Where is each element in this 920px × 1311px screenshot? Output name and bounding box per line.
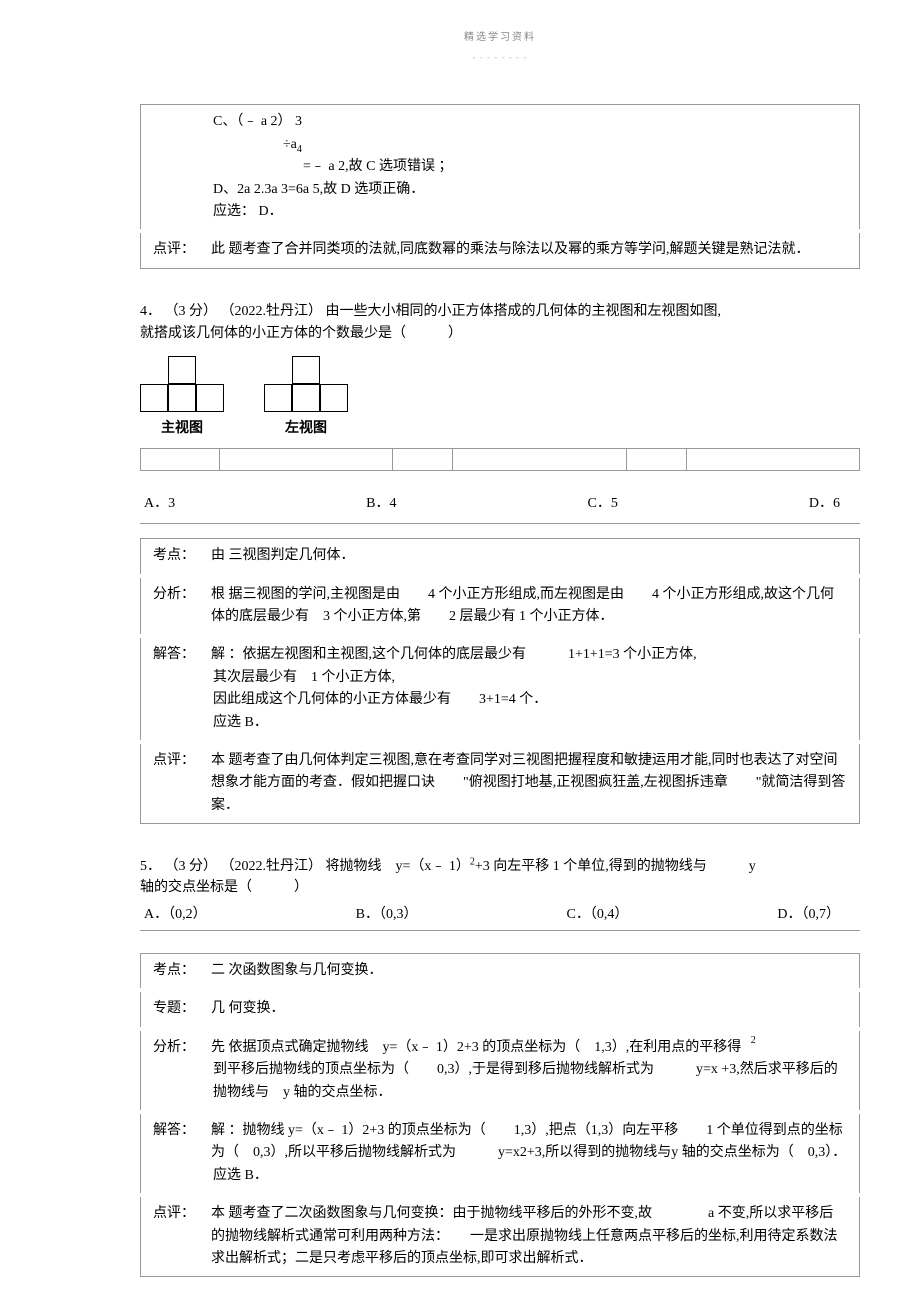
q3-d: D、2a 2.3a 3=6a 5,故 D 选项正确．	[153, 179, 847, 201]
q3-c-line2: ÷a4	[153, 134, 847, 156]
q4-sol2: 其次层最少有 1 个小正方体,	[153, 667, 847, 689]
q4-front-view: 主视图	[140, 356, 224, 440]
q3-answer: 应选： D．	[153, 201, 847, 223]
q5-num: 5．	[140, 859, 161, 874]
q5-stem: 5． （3 分） （2022.牡丹江） 将抛物线 y=（x﹣ 1）2+3 向左平…	[140, 856, 860, 877]
q4-choice-a: A．3	[144, 493, 175, 515]
q4-cm-box: 点评： 本 题考查了由几何体判定三视图,意在考查同学对三视图把握程度和敏捷运用才…	[140, 744, 860, 824]
q5-sp-box: 专题： 几 何变换．	[140, 992, 860, 1026]
q4-choice-b: B．4	[366, 493, 396, 515]
q4-kp: 由 三视图判定几何体．	[211, 545, 847, 567]
q4-score: （3 分）	[165, 304, 218, 319]
q5-stem1b: +3 向左平移 1 个单位,得到的抛物线与 y	[475, 859, 756, 874]
q4-source: （2022.牡丹江）	[221, 304, 323, 319]
q4-sol4: 应选 B．	[153, 712, 847, 734]
q5-kp: 二 次函数图象与几何变换．	[211, 960, 847, 982]
q3-c-line1: C、（﹣ a 2） 3	[153, 111, 847, 133]
q5-sol4: 应选 B．	[153, 1165, 847, 1187]
q5-cm-label: 点评：	[153, 1203, 211, 1225]
q4-divider	[140, 523, 860, 524]
q5-stem1: 将抛物线 y=（x﹣ 1）	[326, 859, 470, 874]
q3-c-sub: 4	[297, 144, 302, 155]
q4-sol-label: 解答：	[153, 644, 211, 666]
page-header-dash: - - - - - - - -	[140, 50, 860, 64]
q4-sol-box: 解答： 解 ：依据左视图和主视图,这个几何体的底层最少有 1+1+1=3 个小正…	[140, 638, 860, 740]
q4-cm-label: 点评：	[153, 750, 211, 772]
q5-sol1: 解 ：抛物线 y=（x﹣ 1）2+3 的顶点坐标为（ 1,3）,把点（1,3）向…	[211, 1120, 847, 1165]
q5-choice-a: A．（0,2）	[144, 904, 207, 926]
q5-source: （2022.牡丹江）	[221, 859, 323, 874]
q5-sol-label: 解答：	[153, 1120, 211, 1142]
q5-an-label: 分析：	[153, 1037, 211, 1059]
q4-front-label: 主视图	[161, 418, 203, 440]
q5-an1-text: 先 依据顶点式确定抛物线 y=（x﹣ 1）2+3 的顶点坐标为（ 1,3）,在利…	[211, 1040, 741, 1055]
q4-choice-c: C．5	[588, 493, 618, 515]
q4-cm: 本 题考查了由几何体判定三视图,意在考查同学对三视图把握程度和敏捷运用才能,同时…	[211, 750, 847, 817]
q5-an1-sup: 2	[751, 1035, 756, 1046]
q4-an-label: 分析：	[153, 584, 211, 606]
q4-stem: 4． （3 分） （2022.牡丹江） 由一些大小相同的小正方体搭成的几何体的主…	[140, 301, 860, 323]
q5-choice-b: B．（0,3）	[356, 904, 418, 926]
q5-choices: A．（0,2） B．（0,3） C．（0,4） D．（0,7）	[140, 900, 860, 931]
q5-stem2: 轴的交点坐标是（ ）	[140, 877, 860, 899]
q4-sol3: 因此组成这个几何体的小正方体最少有 3+1=4 个．	[153, 689, 847, 711]
q5-choice-c: C．（0,4）	[567, 904, 629, 926]
q3-comment: 此 题考查了合并同类项的法就,同底数幂的乘法与除法以及幂的乘方等学问,解题关键是…	[211, 239, 847, 261]
q4-views: 主视图 左视图	[140, 356, 860, 440]
q4-choice-d: D．6	[809, 493, 840, 515]
q5-sp: 几 何变换．	[211, 998, 847, 1020]
q3-solution-box: C、（﹣ a 2） 3 ÷a4 =﹣ a 2,故 C 选项错误 ； D、2a 2…	[140, 104, 860, 229]
q3-comment-label: 点评：	[153, 239, 211, 261]
q5-sp-label: 专题：	[153, 998, 211, 1020]
q4-left-label: 左视图	[285, 418, 327, 440]
q5-cm: 本 题考查了二次函数图象与几何变换：由于抛物线平移后的外形不变,故 a 不变,所…	[211, 1203, 847, 1270]
q4-an-box: 分析： 根 据三视图的学问,主视图是由 4 个小正方形组成,而左视图是由 4 个…	[140, 578, 860, 635]
q5-score: （3 分）	[165, 859, 218, 874]
q4-choices: A．3 B．4 C．5 D．6	[140, 489, 860, 519]
q4-sol1: 解 ：依据左视图和主视图,这个几何体的底层最少有 1+1+1=3 个小正方体,	[211, 644, 847, 666]
q5-an2: 到平移后抛物线的顶点坐标为（ 0,3）,于是得到移后抛物线解析式为 y=x +3…	[153, 1059, 847, 1104]
q4-num: 4．	[140, 304, 161, 319]
q3-c-line3: =﹣ a 2,故 C 选项错误 ；	[153, 156, 847, 178]
q4-stem1: 由一些大小相同的小正方体搭成的几何体的主视图和左视图如图,	[326, 304, 722, 319]
q3-comment-box: 点评： 此 题考查了合并同类项的法就,同底数幂的乘法与除法以及幂的乘方等学问,解…	[140, 233, 860, 268]
q5-an-box: 分析： 先 依据顶点式确定抛物线 y=（x﹣ 1）2+3 的顶点坐标为（ 1,3…	[140, 1031, 860, 1110]
q5-an1: 先 依据顶点式确定抛物线 y=（x﹣ 1）2+3 的顶点坐标为（ 1,3）,在利…	[211, 1037, 847, 1059]
q5-kp-box: 考点： 二 次函数图象与几何变换．	[140, 953, 860, 988]
q5-sol-box: 解答： 解 ：抛物线 y=（x﹣ 1）2+3 的顶点坐标为（ 1,3）,把点（1…	[140, 1114, 860, 1193]
q4-left-view: 左视图	[264, 356, 348, 440]
q5-choice-d: D．（0,7）	[777, 904, 840, 926]
q4-kp-box: 考点： 由 三视图判定几何体．	[140, 538, 860, 573]
q4-spacer-grid	[140, 448, 860, 471]
q4-kp-label: 考点：	[153, 545, 211, 567]
q4-an: 根 据三视图的学问,主视图是由 4 个小正方形组成,而左视图是由 4 个小正方形…	[211, 584, 847, 629]
q5-cm-box: 点评： 本 题考查了二次函数图象与几何变换：由于抛物线平移后的外形不变,故 a …	[140, 1197, 860, 1277]
q4-stem2: 就搭成该几何体的小正方体的个数最少是（ ）	[140, 323, 860, 345]
page-header: 精选学习资料	[140, 30, 860, 46]
q3-c-line2-text: ÷a	[283, 137, 297, 152]
q5-kp-label: 考点：	[153, 960, 211, 982]
